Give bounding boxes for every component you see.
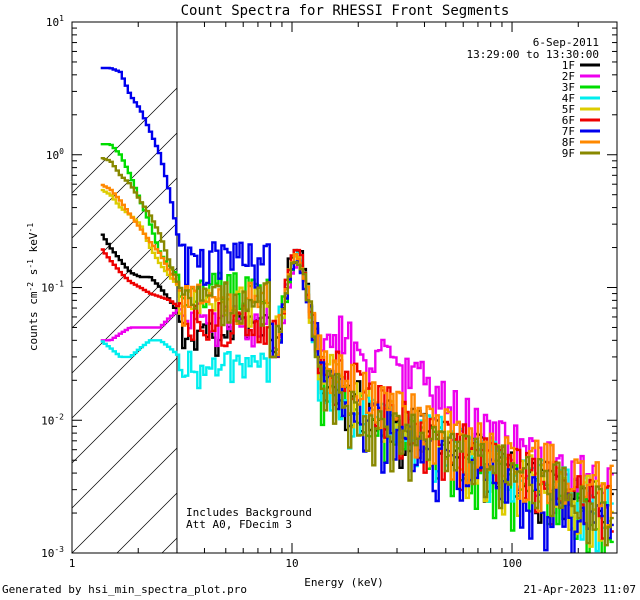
legend-label-7F: 7F xyxy=(562,125,575,138)
y-axis-label: counts cm-2 s-1 keV-1 xyxy=(26,223,40,351)
hatch-line xyxy=(612,0,640,553)
legend-label-9F: 9F xyxy=(562,147,575,160)
generated-by-label: Generated by hsi_min_spectra_plot.pro xyxy=(2,583,248,596)
y-tick-label: 10-3 xyxy=(41,545,64,560)
x-tick-label: 1 xyxy=(69,557,76,570)
series-9F xyxy=(100,157,614,547)
y-axis-ticks: 10-3 10-2 10-1 100 101 xyxy=(41,14,617,560)
x-axis-ticks: 1 10 100 xyxy=(69,22,618,570)
x-axis-label: Energy (keV) xyxy=(304,576,383,589)
hatch-line xyxy=(567,0,640,553)
legend-label-2F: 2F xyxy=(562,70,575,83)
y-tick-label: 101 xyxy=(46,14,64,29)
series-8F xyxy=(100,183,614,530)
legend-label-6F: 6F xyxy=(562,114,575,127)
hatch-line xyxy=(72,177,177,284)
legend-label-3F: 3F xyxy=(562,81,575,94)
x-tick-label: 100 xyxy=(502,557,522,570)
time-range-label: 13:29:00 to 13:30:00 xyxy=(467,48,599,61)
hatch-line xyxy=(72,222,177,329)
hatch-line xyxy=(72,357,177,464)
chart-title: Count Spectra for RHESSI Front Segments xyxy=(181,3,510,19)
x-tick-label: 10 xyxy=(285,557,298,570)
series-1F xyxy=(100,233,614,528)
legend-label-5F: 5F xyxy=(562,103,575,116)
hatch-line xyxy=(72,87,177,194)
y-tick-label: 100 xyxy=(46,147,64,162)
y-tick-label: 10-2 xyxy=(41,412,64,427)
date-label: 6-Sep-2011 xyxy=(533,36,599,49)
series-7F xyxy=(100,66,614,553)
legend-label-8F: 8F xyxy=(562,136,575,149)
timestamp-label: 21-Apr-2023 11:07 xyxy=(523,583,636,596)
series-layer xyxy=(100,66,614,553)
annotation-background: Includes Background xyxy=(186,506,312,519)
annotation-attenuator: Att A0, FDecim 3 xyxy=(186,518,292,531)
excluded-region-hatch xyxy=(72,0,640,553)
hatch-line xyxy=(72,447,177,553)
legend-label-1F: 1F xyxy=(562,59,575,72)
series-6F xyxy=(100,248,614,540)
hatch-line xyxy=(72,402,177,509)
legend-label-4F: 4F xyxy=(562,92,575,105)
y-tick-label: 10-1 xyxy=(41,280,64,295)
